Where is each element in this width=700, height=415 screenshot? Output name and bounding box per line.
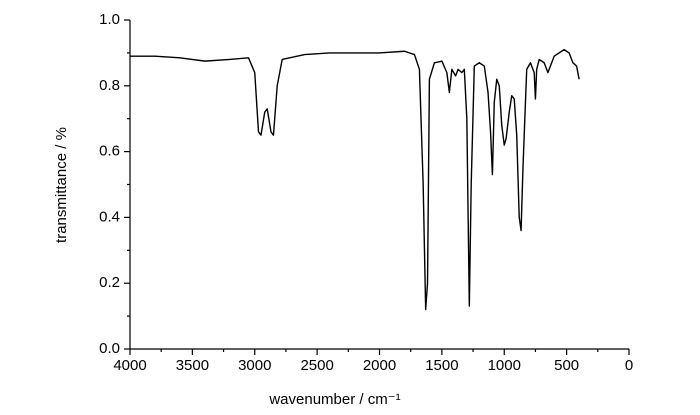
y-tick-label: 1.0 — [99, 11, 120, 28]
x-tick-label: 2000 — [363, 357, 396, 374]
x-tick-label: 3000 — [238, 357, 271, 374]
y-tick-label: 0.4 — [99, 208, 120, 225]
x-tick-label: 0 — [625, 357, 633, 374]
y-axis-label: transmittance / % — [53, 127, 70, 243]
y-tick-label: 0.2 — [99, 274, 120, 291]
y-tick-label: 0.6 — [99, 143, 120, 160]
x-tick-label: 1500 — [425, 357, 458, 374]
x-tick-label: 4000 — [113, 357, 146, 374]
x-tick-label: 2500 — [300, 357, 333, 374]
x-tick-label: 1000 — [488, 357, 521, 374]
x-tick-label: 3500 — [176, 357, 209, 374]
x-axis-label: wavenumber / cm⁻¹ — [268, 391, 400, 408]
x-tick-label: 500 — [554, 357, 579, 374]
y-tick-label: 0.8 — [99, 77, 120, 94]
spectrum-line — [130, 48, 580, 311]
y-tick-label: 0.0 — [99, 340, 120, 357]
